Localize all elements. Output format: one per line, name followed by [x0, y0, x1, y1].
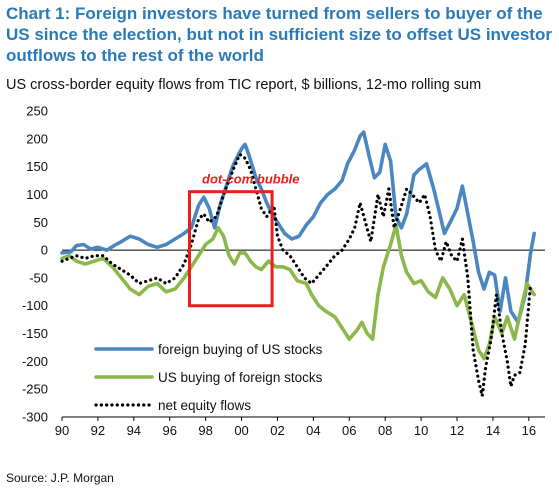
y-tick-label: 150 [26, 159, 48, 174]
y-tick-label: -50 [29, 270, 48, 285]
x-tick-label: 02 [270, 423, 284, 438]
x-tick-label: 96 [162, 423, 176, 438]
y-tick-label: -200 [22, 354, 48, 369]
x-tick-label: 14 [486, 423, 500, 438]
source-note: Source: J.P. Morgan [6, 471, 114, 485]
legend: foreign buying of US stocks US buying of … [94, 342, 323, 413]
chart-subtitle: US cross-border equity flows from TIC re… [6, 77, 482, 93]
x-tick-label: 16 [522, 423, 536, 438]
dot-com-bubble-label: dot-com bubble [202, 172, 300, 187]
annotation-layer: dot-com bubble [187, 172, 300, 308]
y-tick-label: -100 [22, 298, 48, 313]
y-tick-label: -150 [22, 326, 48, 341]
legend-label-us-buying-of-foreign-stocks: US buying of foreign stocks [158, 370, 323, 385]
chart-title: Chart 1: Foreign investors have turned f… [6, 4, 552, 65]
series-line-us-buying-of-foreign-stocks [60, 223, 536, 361]
x-tick-label: 90 [55, 423, 69, 438]
dot-com-bubble-box [187, 190, 274, 308]
x-tick-label: 06 [342, 423, 356, 438]
y-tick-label: 200 [26, 131, 48, 146]
x-tick-label: 98 [198, 423, 212, 438]
x-tick-label: 00 [234, 423, 248, 438]
legend-label-foreign-buying-of-us-stocks: foreign buying of US stocks [158, 342, 323, 357]
series-line-net-equity-flows [60, 152, 533, 398]
series-layer [60, 130, 536, 398]
legend-label-net-equity-flows: net equity flows [158, 398, 251, 413]
x-tick-label: 94 [127, 423, 141, 438]
y-tick-label: -250 [22, 382, 48, 397]
x-tick-label: 10 [414, 423, 428, 438]
series-line-foreign-buying-of-us-stocks [60, 130, 536, 325]
y-tick-label: 0 [41, 243, 48, 258]
y-tick-label: 50 [34, 215, 48, 230]
x-tick-label: 12 [450, 423, 464, 438]
x-tick-label: 92 [91, 423, 105, 438]
x-tick-label: 04 [306, 423, 320, 438]
y-tick-label: 250 [26, 104, 48, 119]
x-tick-label: 08 [378, 423, 392, 438]
chart-axes: 250 200 150 100 50 0 -50 -100 -150 -200 -250 -300 90… [22, 104, 545, 438]
y-tick-label: -300 [22, 410, 48, 425]
y-tick-label: 100 [26, 187, 48, 202]
